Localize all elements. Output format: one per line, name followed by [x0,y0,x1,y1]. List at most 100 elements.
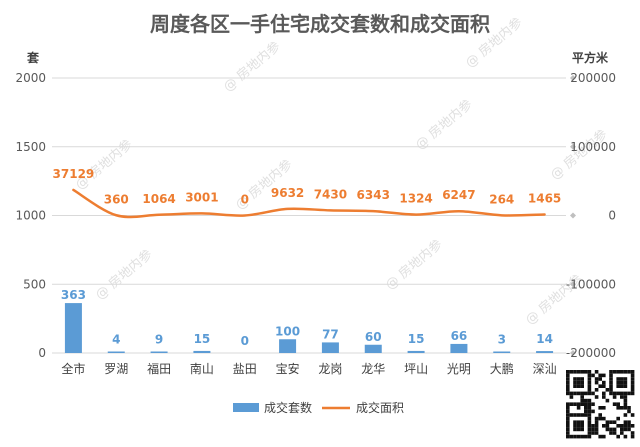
qr-module [573,384,577,388]
left-tick-label: 500 [23,277,46,291]
category-label: 大鹏 [490,362,514,376]
qr-module [602,406,606,410]
qr-module [609,391,613,396]
qr-module [630,388,635,392]
line-value-label: 9632 [271,186,304,200]
tick-marker [570,350,576,356]
qr-module [573,420,577,424]
qr-module [580,391,584,396]
qr-module [612,395,617,399]
bar [493,351,511,353]
qr-module [573,424,577,428]
qr-module [627,427,631,432]
qr-module [620,370,624,374]
qr-module [569,434,574,439]
qr-module [584,434,588,439]
qr-module [594,395,599,399]
qr-module [630,424,635,428]
qr-module [594,377,599,381]
qr-module [620,424,624,428]
qr-module [573,377,577,381]
line-value-label: 37129 [53,167,95,181]
bar [64,303,82,353]
qr-module [573,434,577,439]
qr-module [584,413,588,417]
qr-module [602,424,606,428]
qr-module [598,384,602,388]
right-axis-ticks: 200000 100000 0 -100000 -200000 [566,71,616,360]
category-label: 光明 [447,362,471,376]
qr-module [587,434,592,439]
right-tick-label: 0 [608,209,616,223]
qr-module [623,391,628,396]
qr-module [612,370,617,374]
bar-value-label: 15 [194,332,211,346]
qr-module [616,370,620,374]
qr-module [602,384,606,388]
category-label: 罗湖 [104,361,128,376]
category-label: 南山 [190,361,214,376]
bar-series [64,303,554,353]
qr-module [623,398,628,403]
qr-module [580,434,584,439]
qr-module [576,413,581,417]
qr-module [609,380,613,385]
qr-module [584,391,588,396]
bar-value-label: 60 [365,330,382,344]
line-value-label: 1465 [528,191,561,205]
left-axis-unit: 套 [26,50,40,65]
bar [364,344,382,353]
qr-module [620,380,624,385]
qr-module [576,370,581,374]
bar-value-label: 100 [275,324,300,338]
qr-module [566,388,570,392]
qr-module [566,384,570,388]
line-value-label: 0 [241,193,249,207]
qr-module [623,370,628,374]
qr-module [609,427,613,432]
qr-module [612,402,617,406]
qr-module [566,431,570,435]
qr-module [580,384,584,388]
bar [536,351,554,353]
qr-module [580,395,584,399]
qr-module [566,370,570,374]
qr-module [569,391,574,396]
bar-value-label: 15 [408,332,425,346]
qr-module [620,406,624,410]
qr-module [630,377,635,381]
qr-module [576,384,581,388]
qr-module [576,424,581,428]
qr-module [580,402,584,406]
watermark-text: @ 房地内参 [547,126,610,183]
qr-module [598,406,602,410]
qr-module [623,406,628,410]
tick-marker [570,212,576,219]
legend-line-label: 成交面积 [356,400,404,415]
category-label: 深汕 [533,362,557,376]
category-axis-labels: 全市 罗湖 福田 南山 盐田 宝安 龙岗 龙华 坪山 光明 大鹏 深汕 [61,361,556,376]
qr-module [623,413,628,417]
category-label: 宝安 [276,361,300,376]
left-tick-label: 0 [38,346,46,360]
qr-module [616,384,620,388]
qr-module [616,380,620,385]
qr-module [576,380,581,385]
qr-module [620,431,624,435]
qr-module [580,380,584,385]
qr-module [587,391,592,396]
bar-value-label: 77 [322,327,339,341]
line-value-label: 3001 [185,190,218,204]
qr-module [609,388,613,392]
bar-value-label: 4 [112,333,120,347]
tick-marker [570,281,576,288]
qr-module [602,391,606,396]
qr-module [576,427,581,432]
qr-module [576,406,581,410]
qr-module [580,427,584,432]
qr-module [566,424,570,428]
qr-module [598,416,602,421]
bar [150,351,168,353]
line-data-labels: 37129 360 1064 3001 0 9632 7430 6343 1324 6247 264… [53,167,562,207]
